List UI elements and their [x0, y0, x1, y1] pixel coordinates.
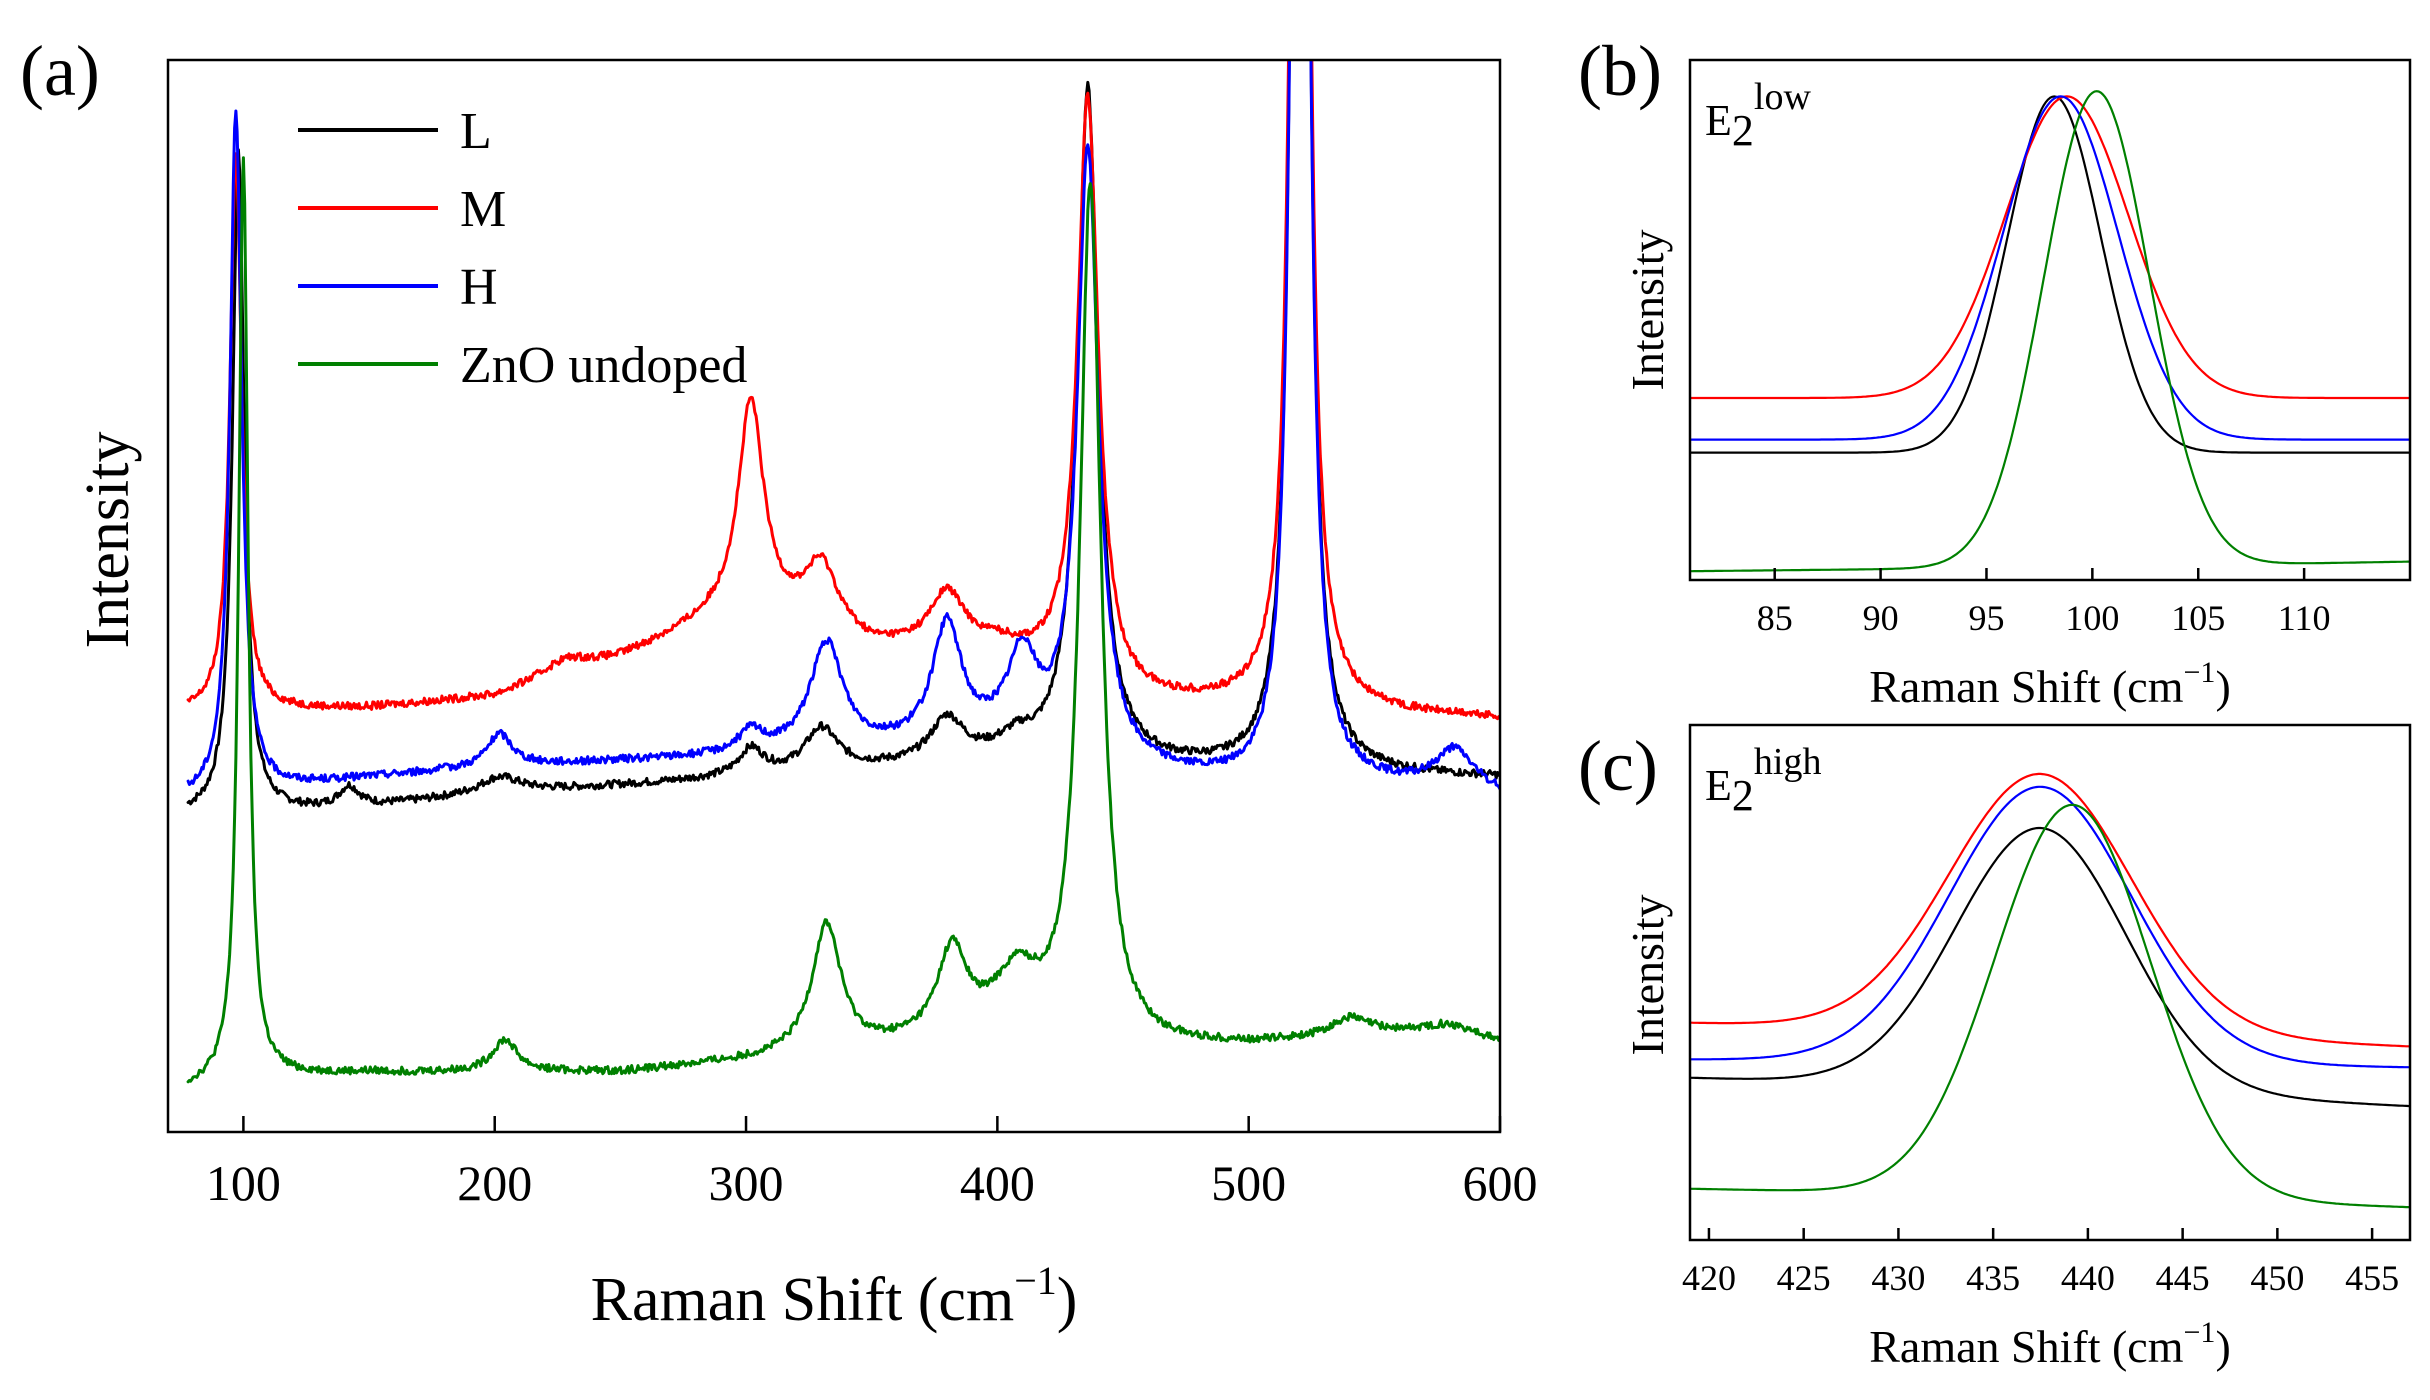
panel-a-x-axis-label: Raman Shift (cm−1): [591, 1258, 1078, 1334]
x-tick-label: 430: [1871, 1258, 1925, 1298]
panel-c-x-ticks: 420 425 430 435 440 445 450 455: [1682, 1228, 2399, 1298]
panel-b-frame: [1688, 58, 2412, 582]
x-tick-label: 600: [1463, 1155, 1538, 1211]
x-tick-label: 425: [1777, 1258, 1831, 1298]
series-zno-undoped: [186, 156, 1500, 1084]
legend-label-l: L: [460, 103, 492, 160]
panel-c-x-axis-label: Raman Shift (cm−1): [1869, 1316, 2231, 1372]
x-tick-label: 85: [1757, 598, 1793, 638]
x-tick-label: 400: [960, 1155, 1035, 1211]
panel-c-label: (c): [1578, 726, 1658, 806]
x-tick-label: 100: [2065, 598, 2119, 638]
x-tick-label: 435: [1966, 1258, 2020, 1298]
x-tick-label: 440: [2061, 1258, 2115, 1298]
panel-b-series: [1690, 90, 2410, 573]
series-l: [1690, 95, 2410, 454]
panel-b-x-axis-label: Raman Shift (cm−1): [1869, 656, 2231, 712]
series-m: [186, 60, 1500, 721]
panel-c-y-axis-label: Intensity: [1622, 895, 1673, 1056]
panel-a-label: (a): [20, 31, 100, 111]
x-tick-label: 445: [2156, 1258, 2210, 1298]
panel-a: (a) 100 200 300 400 500 600 Raman Shift (cm−1…: [20, 31, 1538, 1334]
x-tick-label: 420: [1682, 1258, 1736, 1298]
x-tick-label: 95: [1968, 598, 2004, 638]
series-h: [1690, 785, 2410, 1069]
series-h: [1690, 95, 2410, 441]
panel-a-frame: [166, 58, 1502, 1134]
panel-c-frame: [1688, 723, 2412, 1242]
x-tick-label: 105: [2171, 598, 2225, 638]
series-zno-undoped: [1690, 90, 2410, 573]
series-m: [1690, 95, 2410, 400]
panel-a-y-axis-label: Intensity: [74, 432, 142, 649]
x-tick-label: 450: [2250, 1258, 2304, 1298]
panel-b-y-axis-label: Intensity: [1622, 230, 1673, 391]
x-tick-label: 500: [1211, 1155, 1286, 1211]
panel-b: (b) 85 90 95 100 105 110 Raman Shift (cm−1) I…: [1578, 31, 2412, 712]
series-m: [1690, 772, 2410, 1048]
panel-c-mode-label: E2high: [1705, 741, 1821, 820]
panel-a-legend: LMH ZnO undoped: [298, 103, 747, 394]
panel-c-series: [1690, 772, 2410, 1209]
legend-label-h: H: [460, 259, 498, 316]
series-l: [1690, 826, 2410, 1108]
x-tick-label: 200: [457, 1155, 532, 1211]
x-tick-label: 110: [2278, 598, 2331, 638]
panel-c: (c) 420 425 430 435 440 445 450 455 Raman Shift…: [1578, 723, 2412, 1372]
legend-label-m: M: [460, 181, 506, 238]
x-tick-label: 300: [709, 1155, 784, 1211]
panel-b-label: (b): [1578, 31, 1662, 111]
series-zno-undoped: [1690, 803, 2410, 1209]
x-tick-label: 90: [1863, 598, 1899, 638]
x-tick-label: 100: [206, 1155, 281, 1211]
series-h: [186, 60, 1500, 791]
legend-label-zno-undoped: ZnO undoped: [460, 337, 747, 394]
x-tick-label: 455: [2345, 1258, 2399, 1298]
panel-a-series: [186, 60, 1500, 1084]
panel-b-x-ticks: 85 90 95 100 105 110: [1757, 568, 2331, 638]
panel-b-mode-label: E2low: [1705, 76, 1811, 155]
panel-a-x-ticks: 100 200 300 400 500 600: [206, 1116, 1538, 1211]
